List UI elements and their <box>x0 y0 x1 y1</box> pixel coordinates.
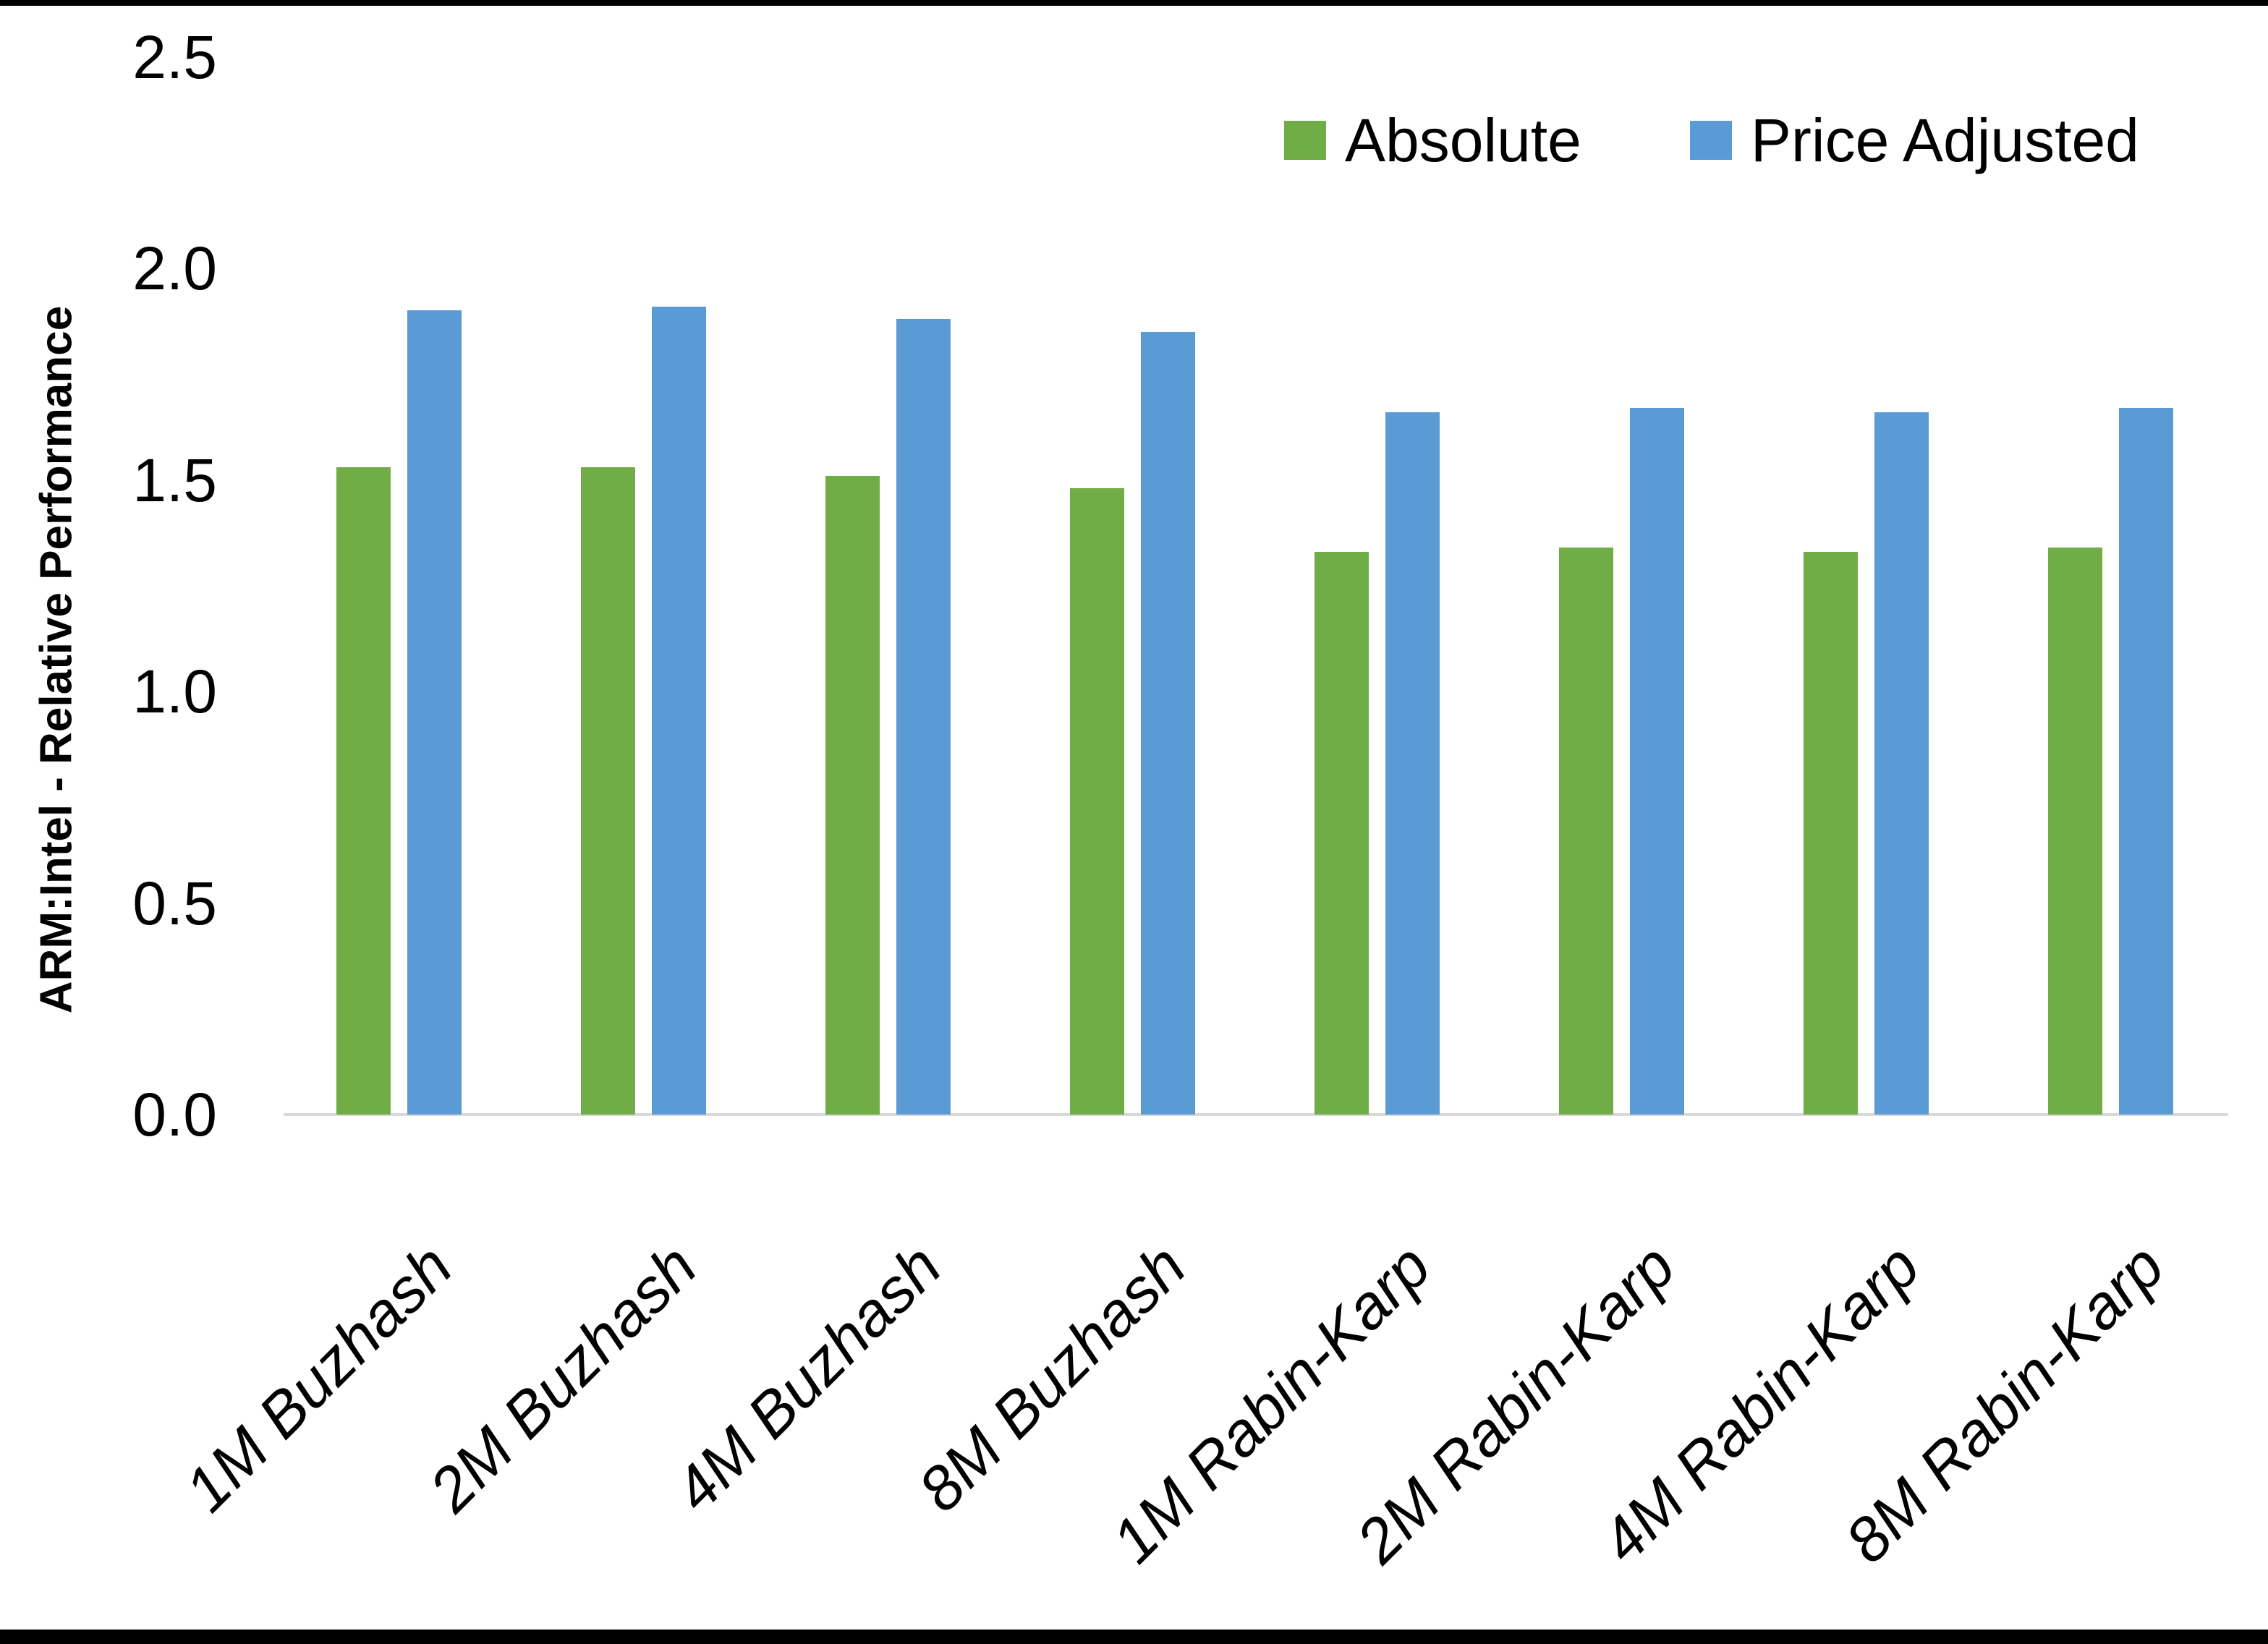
legend-label-absolute: Absolute <box>1345 106 1581 174</box>
bar-price-adjusted-1m-buzhash <box>407 310 462 1115</box>
y-tick-0.5: 0.5 <box>132 869 217 937</box>
bar-absolute-1m-buzhash <box>336 467 391 1115</box>
x-axis-line <box>284 1113 2228 1116</box>
legend-label-price-adjusted: Price Adjusted <box>1750 106 2139 174</box>
bar-price-adjusted-8m-buzhash <box>1140 332 1195 1115</box>
bar-price-adjusted-2m-rabin-karp <box>1629 408 1684 1115</box>
bar-price-adjusted-8m-rabin-karp <box>2118 408 2173 1115</box>
bar-price-adjusted-1m-rabin-karp <box>1385 412 1440 1115</box>
y-tick-1.0: 1.0 <box>132 657 217 725</box>
top-border-line <box>0 0 2268 6</box>
legend-item-price-adjusted: Price Adjusted <box>1689 106 2139 174</box>
bar-price-adjusted-4m-rabin-karp <box>1874 412 1929 1115</box>
legend: Absolute Price Adjusted <box>1284 107 2139 174</box>
bar-absolute-4m-rabin-karp <box>1803 552 1858 1115</box>
legend-swatch-absolute-icon <box>1284 121 1326 161</box>
bar-absolute-8m-buzhash <box>1069 488 1124 1115</box>
bar-absolute-4m-buzhash <box>825 476 880 1115</box>
bar-absolute-2m-buzhash <box>580 467 635 1115</box>
legend-item-absolute: Absolute <box>1284 107 1581 174</box>
bar-absolute-2m-rabin-karp <box>1558 548 1613 1115</box>
bottom-border-line <box>0 1630 2268 1644</box>
y-tick-2.0: 2.0 <box>132 234 217 302</box>
bar-price-adjusted-2m-buzhash <box>651 307 706 1115</box>
bar-price-adjusted-4m-buzhash <box>896 319 951 1115</box>
y-tick-2.5: 2.5 <box>132 22 217 91</box>
y-tick-1.5: 1.5 <box>132 446 217 514</box>
legend-swatch-price-adjusted-icon <box>1689 121 1732 161</box>
y-tick-0.0: 0.0 <box>132 1081 217 1149</box>
bar-absolute-8m-rabin-karp <box>2047 548 2102 1115</box>
bar-absolute-1m-rabin-karp <box>1314 552 1369 1115</box>
